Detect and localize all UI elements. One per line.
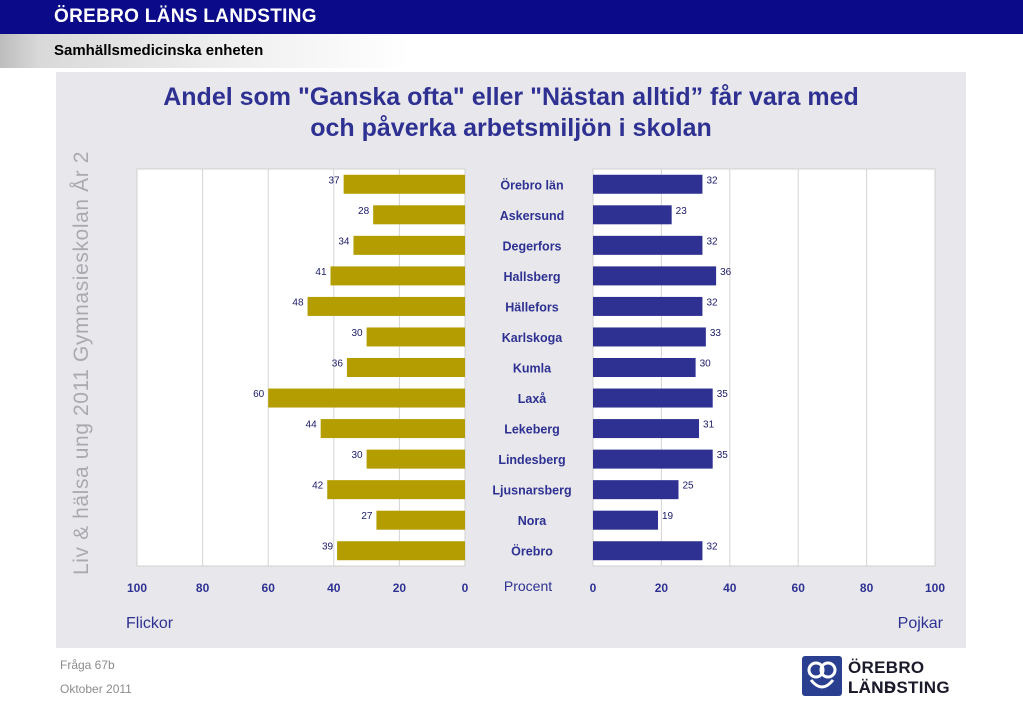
category-label: Hallsberg (504, 270, 561, 284)
left-tick-label: 60 (262, 581, 276, 595)
data-label-boys: 32 (706, 542, 718, 553)
data-label-boys: 19 (662, 511, 674, 522)
category-labels: Örebro län Askersund Degerfors Hallsberg Häl… (492, 177, 571, 558)
data-label-girls: 34 (338, 236, 350, 247)
bar-girls (343, 174, 465, 194)
chart-title-line-1: Andel som "Ganska ofta" eller "Nästan al… (163, 83, 859, 111)
left-tick-label: 20 (393, 581, 407, 595)
left-tick-label: 80 (196, 581, 210, 595)
logo-line-1: ÖREBRO LÄNS (848, 658, 925, 697)
category-label: Kumla (513, 362, 552, 376)
data-label-girls: 28 (358, 206, 370, 217)
bar-girls (307, 296, 465, 316)
legend-boys: Pojkar (898, 615, 944, 632)
bar-boys (593, 174, 703, 194)
data-label-girls: 39 (322, 542, 334, 553)
logo-line-2: LANDSTING (848, 678, 950, 697)
right-tick-label: 20 (655, 581, 669, 595)
category-label: Ljusnarsberg (492, 484, 571, 498)
bar-boys (593, 327, 706, 347)
left-plot: 37 28 34 41 48 30 36 60 44 30 42 27 39 (136, 168, 466, 567)
bar-girls (320, 419, 465, 439)
right-tick-label: 80 (860, 581, 874, 595)
data-label-boys: 30 (700, 359, 712, 370)
x-axis-label: Procent (504, 578, 552, 594)
bar-boys (593, 449, 713, 469)
category-label: Laxå (518, 392, 547, 406)
logo: ÖREBRO LÄNS LANDSTING (800, 654, 970, 702)
org-name: ÖREBRO LÄNS LANDSTING (54, 6, 317, 27)
data-label-girls: 41 (315, 267, 327, 278)
right-plot: 32 23 32 36 32 33 30 35 31 35 25 19 32 (592, 168, 936, 567)
right-tick-label: 60 (792, 581, 806, 595)
bar-girls (353, 235, 465, 255)
data-label-girls: 44 (306, 420, 318, 431)
data-label-girls: 48 (292, 297, 304, 308)
sub-banner: Samhällsmedicinska enheten (0, 34, 410, 68)
bar-boys (593, 510, 658, 530)
bar-boys (593, 388, 713, 408)
bar-boys (593, 541, 703, 561)
landsting-logo-icon (802, 656, 842, 696)
bar-girls (346, 358, 465, 377)
data-label-girls: 30 (351, 450, 363, 461)
unit-name: Samhällsmedicinska enheten (54, 42, 264, 59)
right-tick-label: 0 (590, 581, 597, 595)
bar-boys (593, 235, 703, 255)
bar-boys (593, 358, 696, 377)
top-banner: ÖREBRO LÄNS LANDSTING (0, 0, 1023, 34)
bar-boys (593, 205, 672, 225)
data-label-girls: 37 (329, 175, 341, 186)
bar-girls (366, 449, 465, 469)
category-label: Lekeberg (504, 423, 560, 437)
data-label-boys: 35 (717, 450, 729, 461)
data-label-boys: 32 (706, 297, 718, 308)
data-label-boys: 25 (683, 481, 695, 492)
data-label-boys: 33 (710, 328, 722, 339)
data-label-girls: 60 (253, 389, 265, 400)
data-label-boys: 31 (703, 420, 715, 431)
left-tick-label: 0 (462, 581, 469, 595)
bar-girls (327, 480, 465, 500)
bar-girls (376, 510, 465, 530)
category-label: Örebro (511, 544, 553, 559)
left-tick-label: 100 (127, 581, 147, 595)
right-tick-label: 40 (723, 581, 737, 595)
bar-girls (366, 327, 465, 347)
bar-girls (337, 541, 465, 561)
bar-boys (593, 419, 700, 439)
category-label: Degerfors (502, 239, 561, 253)
bar-girls (330, 266, 465, 286)
bar-girls (268, 388, 465, 408)
chart-title-line-2: och påverka arbetsmiljön i skolan (310, 114, 712, 142)
bar-girls (373, 205, 465, 225)
left-tick-label: 40 (327, 581, 341, 595)
data-label-boys: 32 (706, 175, 718, 186)
right-tick-label: 100 (925, 581, 945, 595)
data-label-girls: 30 (351, 328, 363, 339)
data-label-boys: 32 (706, 236, 718, 247)
category-label: Karlskoga (502, 331, 563, 345)
category-label: Örebro län (500, 177, 563, 192)
footer-question: Fråga 67b (60, 658, 115, 672)
tick-labels: 100 80 60 40 20 0 0 20 40 60 80 100 (127, 581, 945, 595)
bar-boys (593, 266, 717, 286)
bar-boys (593, 480, 679, 500)
category-label: Askersund (500, 209, 565, 223)
category-label: Lindesberg (498, 453, 565, 467)
data-label-boys: 36 (720, 267, 732, 278)
footer-date: Oktober 2011 (60, 682, 132, 696)
data-label-girls: 42 (312, 481, 324, 492)
category-label: Hällefors (505, 300, 559, 314)
bar-boys (593, 296, 703, 316)
data-label-girls: 27 (361, 511, 373, 522)
data-label-girls: 36 (332, 359, 344, 370)
data-label-boys: 35 (717, 389, 729, 400)
legend-girls: Flickor (126, 615, 174, 632)
data-label-boys: 23 (676, 206, 688, 217)
category-label: Nora (518, 514, 548, 528)
